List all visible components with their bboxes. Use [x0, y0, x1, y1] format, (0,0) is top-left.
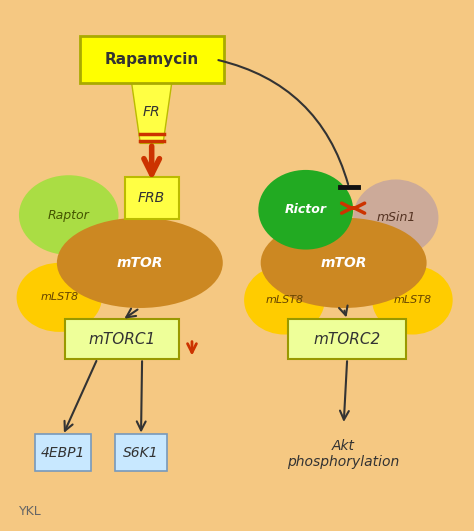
- Text: 4EBP1: 4EBP1: [41, 446, 85, 460]
- FancyBboxPatch shape: [35, 434, 91, 471]
- Text: Rapamycin: Rapamycin: [105, 52, 199, 67]
- Ellipse shape: [57, 218, 223, 308]
- Text: Akt
phosphorylation: Akt phosphorylation: [288, 439, 400, 469]
- FancyBboxPatch shape: [115, 434, 167, 471]
- FancyBboxPatch shape: [288, 319, 406, 359]
- Text: mTORC2: mTORC2: [314, 332, 381, 347]
- Text: mTOR: mTOR: [320, 256, 367, 270]
- Ellipse shape: [353, 179, 438, 256]
- Text: mTOR: mTOR: [117, 256, 163, 270]
- Text: FR: FR: [143, 105, 161, 118]
- Text: YKL: YKL: [19, 505, 42, 518]
- Ellipse shape: [372, 266, 453, 335]
- Text: mSin1: mSin1: [376, 211, 416, 224]
- Ellipse shape: [258, 170, 353, 250]
- Text: mLST8: mLST8: [265, 295, 303, 305]
- Text: mLST8: mLST8: [40, 293, 78, 302]
- Ellipse shape: [244, 266, 325, 335]
- Text: mTORC1: mTORC1: [89, 332, 155, 347]
- Ellipse shape: [19, 175, 118, 255]
- Text: Rictor: Rictor: [285, 203, 327, 216]
- FancyBboxPatch shape: [125, 177, 179, 219]
- Text: mLST8: mLST8: [393, 295, 431, 305]
- Text: S6K1: S6K1: [123, 446, 159, 460]
- FancyBboxPatch shape: [65, 319, 179, 359]
- Ellipse shape: [17, 263, 102, 332]
- FancyBboxPatch shape: [80, 36, 224, 83]
- Ellipse shape: [261, 218, 427, 308]
- Polygon shape: [132, 82, 172, 143]
- Text: FRB: FRB: [138, 191, 165, 205]
- Text: Raptor: Raptor: [48, 209, 90, 221]
